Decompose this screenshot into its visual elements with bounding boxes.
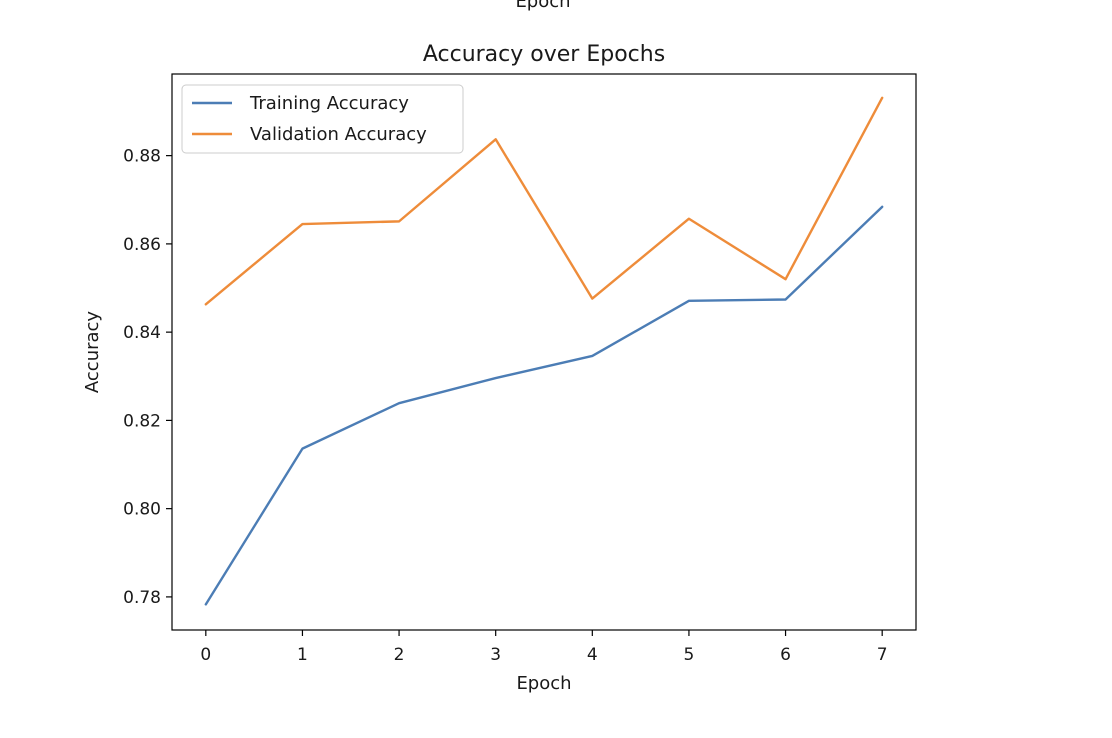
x-tick-label: 6	[780, 645, 791, 665]
legend-label-training: Training Accuracy	[249, 93, 409, 114]
x-tick-label: 1	[297, 645, 308, 665]
x-axis-label: Epoch	[516, 673, 571, 694]
y-tick-label: 0.86	[123, 235, 161, 255]
y-tick-label: 0.82	[123, 411, 161, 431]
y-axis: 0.78 0.80 0.82 0.84 0.86 0.88	[123, 147, 172, 608]
legend: Training Accuracy Validation Accuracy	[181, 84, 464, 154]
x-tick-label: 7	[877, 645, 888, 665]
y-axis-label: Accuracy	[82, 311, 103, 394]
x-tick-label: 2	[394, 645, 405, 665]
series-lines	[204, 96, 884, 606]
top-cut-epoch-label: Epoch	[515, 0, 570, 12]
legend-box	[181, 84, 464, 154]
y-tick-label: 0.84	[123, 323, 161, 343]
y-tick-label: 0.88	[123, 147, 161, 167]
y-tick-label: 0.78	[123, 588, 161, 608]
x-tick-label: 4	[587, 645, 598, 665]
training-accuracy-line	[204, 205, 884, 606]
x-axis: 0 1 2 3 4 5 6 7	[200, 630, 888, 665]
legend-label-validation: Validation Accuracy	[250, 124, 427, 145]
x-tick-label: 0	[200, 645, 211, 665]
chart-title: Accuracy over Epochs	[423, 42, 665, 67]
validation-accuracy-line	[204, 96, 884, 306]
plot-area	[171, 73, 917, 631]
x-tick-label: 3	[490, 645, 501, 665]
x-tick-label: 5	[684, 645, 695, 665]
y-tick-label: 0.80	[123, 500, 161, 520]
